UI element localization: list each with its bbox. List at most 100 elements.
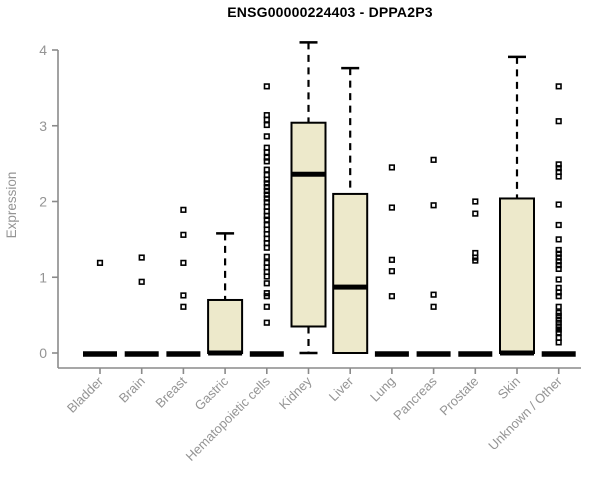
outlier-point [263, 303, 270, 310]
outlier-point [263, 253, 270, 260]
outlier-point [263, 191, 270, 198]
outlier-point [472, 198, 479, 205]
outlier-point [263, 154, 270, 161]
outlier-point [180, 231, 187, 238]
outlier-point [263, 212, 270, 219]
outlier-point [430, 291, 437, 298]
outlier-point [555, 276, 562, 283]
outlier-point [472, 257, 479, 264]
median-Breast [166, 351, 201, 357]
median-Lung [374, 351, 409, 357]
outlier-point [263, 180, 270, 187]
outlier-point [555, 339, 562, 346]
x-category-label: Liver [326, 373, 357, 404]
median-Pancreas [416, 351, 451, 357]
x-category-label: Gastric [192, 373, 232, 413]
median-Kidney [291, 171, 326, 177]
outlier-point [263, 166, 270, 173]
y-tick-label: 0 [39, 345, 47, 361]
outlier-point [180, 303, 187, 310]
outlier-point [555, 289, 562, 296]
outlier-point [555, 83, 562, 90]
box-Liver [332, 192, 369, 354]
outlier-point [430, 202, 437, 209]
outlier-point [263, 176, 270, 183]
outlier-point [263, 273, 270, 280]
outlier-point [263, 280, 270, 287]
outlier-point [555, 118, 562, 125]
median-Bladder [83, 351, 117, 357]
outlier-point [263, 244, 270, 251]
outlier-point [263, 158, 270, 165]
x-category-label: Pancreas [390, 373, 440, 423]
outlier-point [388, 293, 396, 300]
outlier-point [555, 221, 562, 229]
outlier-point [263, 319, 270, 326]
box-Skin [499, 197, 535, 354]
outlier-point [472, 210, 479, 217]
outlier-point [263, 184, 270, 191]
outlier-point [388, 268, 396, 275]
outlier-point [555, 319, 562, 326]
outlier-point [388, 204, 396, 211]
median-Skin [500, 350, 534, 356]
x-category-label: Brain [116, 374, 148, 406]
outlier-point [430, 303, 437, 310]
x-category-label: Bladder [64, 373, 107, 416]
outlier-point [263, 83, 270, 90]
outlier-point [96, 259, 104, 266]
outlier-point [263, 149, 270, 156]
outlier-point [555, 173, 562, 180]
x-category-label: Prostate [437, 374, 482, 419]
outlier-point [138, 278, 145, 285]
outlier-point [555, 236, 562, 243]
box-Gastric [207, 298, 244, 355]
outlier-point [138, 254, 145, 261]
outlier-point [555, 165, 562, 172]
x-category-label: Breast [152, 373, 189, 410]
chart-title: ENSG00000224403 - DPPA2P3 [227, 4, 433, 20]
x-category-label: Kidney [276, 373, 315, 412]
outlier-point [555, 258, 562, 265]
median-Liver [333, 284, 368, 290]
outlier-point [180, 259, 187, 266]
outlier-point [263, 116, 270, 123]
y-tick-label: 4 [39, 42, 47, 58]
outlier-point [263, 195, 270, 202]
outlier-point [263, 133, 270, 140]
y-axis-title: Expression [4, 172, 19, 239]
outlier-point [180, 206, 187, 213]
outlier-point [263, 121, 270, 129]
median-Hematopoietic cells [249, 351, 284, 357]
median-Prostate [458, 351, 493, 357]
outlier-point [555, 161, 562, 168]
outlier-point [555, 250, 562, 257]
outlier-point [388, 256, 396, 263]
outlier-point [555, 246, 562, 254]
outlier-point [555, 262, 562, 269]
outlier-point [263, 187, 270, 194]
outlier-point [180, 292, 187, 299]
y-tick-label: 3 [39, 118, 47, 134]
x-category-label: Skin [495, 374, 523, 402]
outlier-point [555, 201, 562, 208]
box-Kidney [290, 121, 327, 328]
y-tick-label: 2 [39, 194, 47, 210]
median-Gastric [208, 350, 243, 356]
x-category-label: Lung [367, 374, 398, 405]
outlier-point [430, 156, 437, 163]
outlier-point [555, 265, 562, 273]
outlier-point [388, 164, 396, 171]
median-Brain [124, 351, 159, 357]
median-Unknown / Other [541, 351, 576, 357]
x-category-label: Unknown / Other [485, 373, 565, 453]
outlier-point [263, 216, 270, 223]
outlier-point [555, 293, 562, 300]
outlier-point [555, 312, 562, 319]
outlier-point [555, 303, 562, 310]
outlier-point [263, 293, 270, 300]
y-tick-label: 1 [39, 269, 47, 285]
